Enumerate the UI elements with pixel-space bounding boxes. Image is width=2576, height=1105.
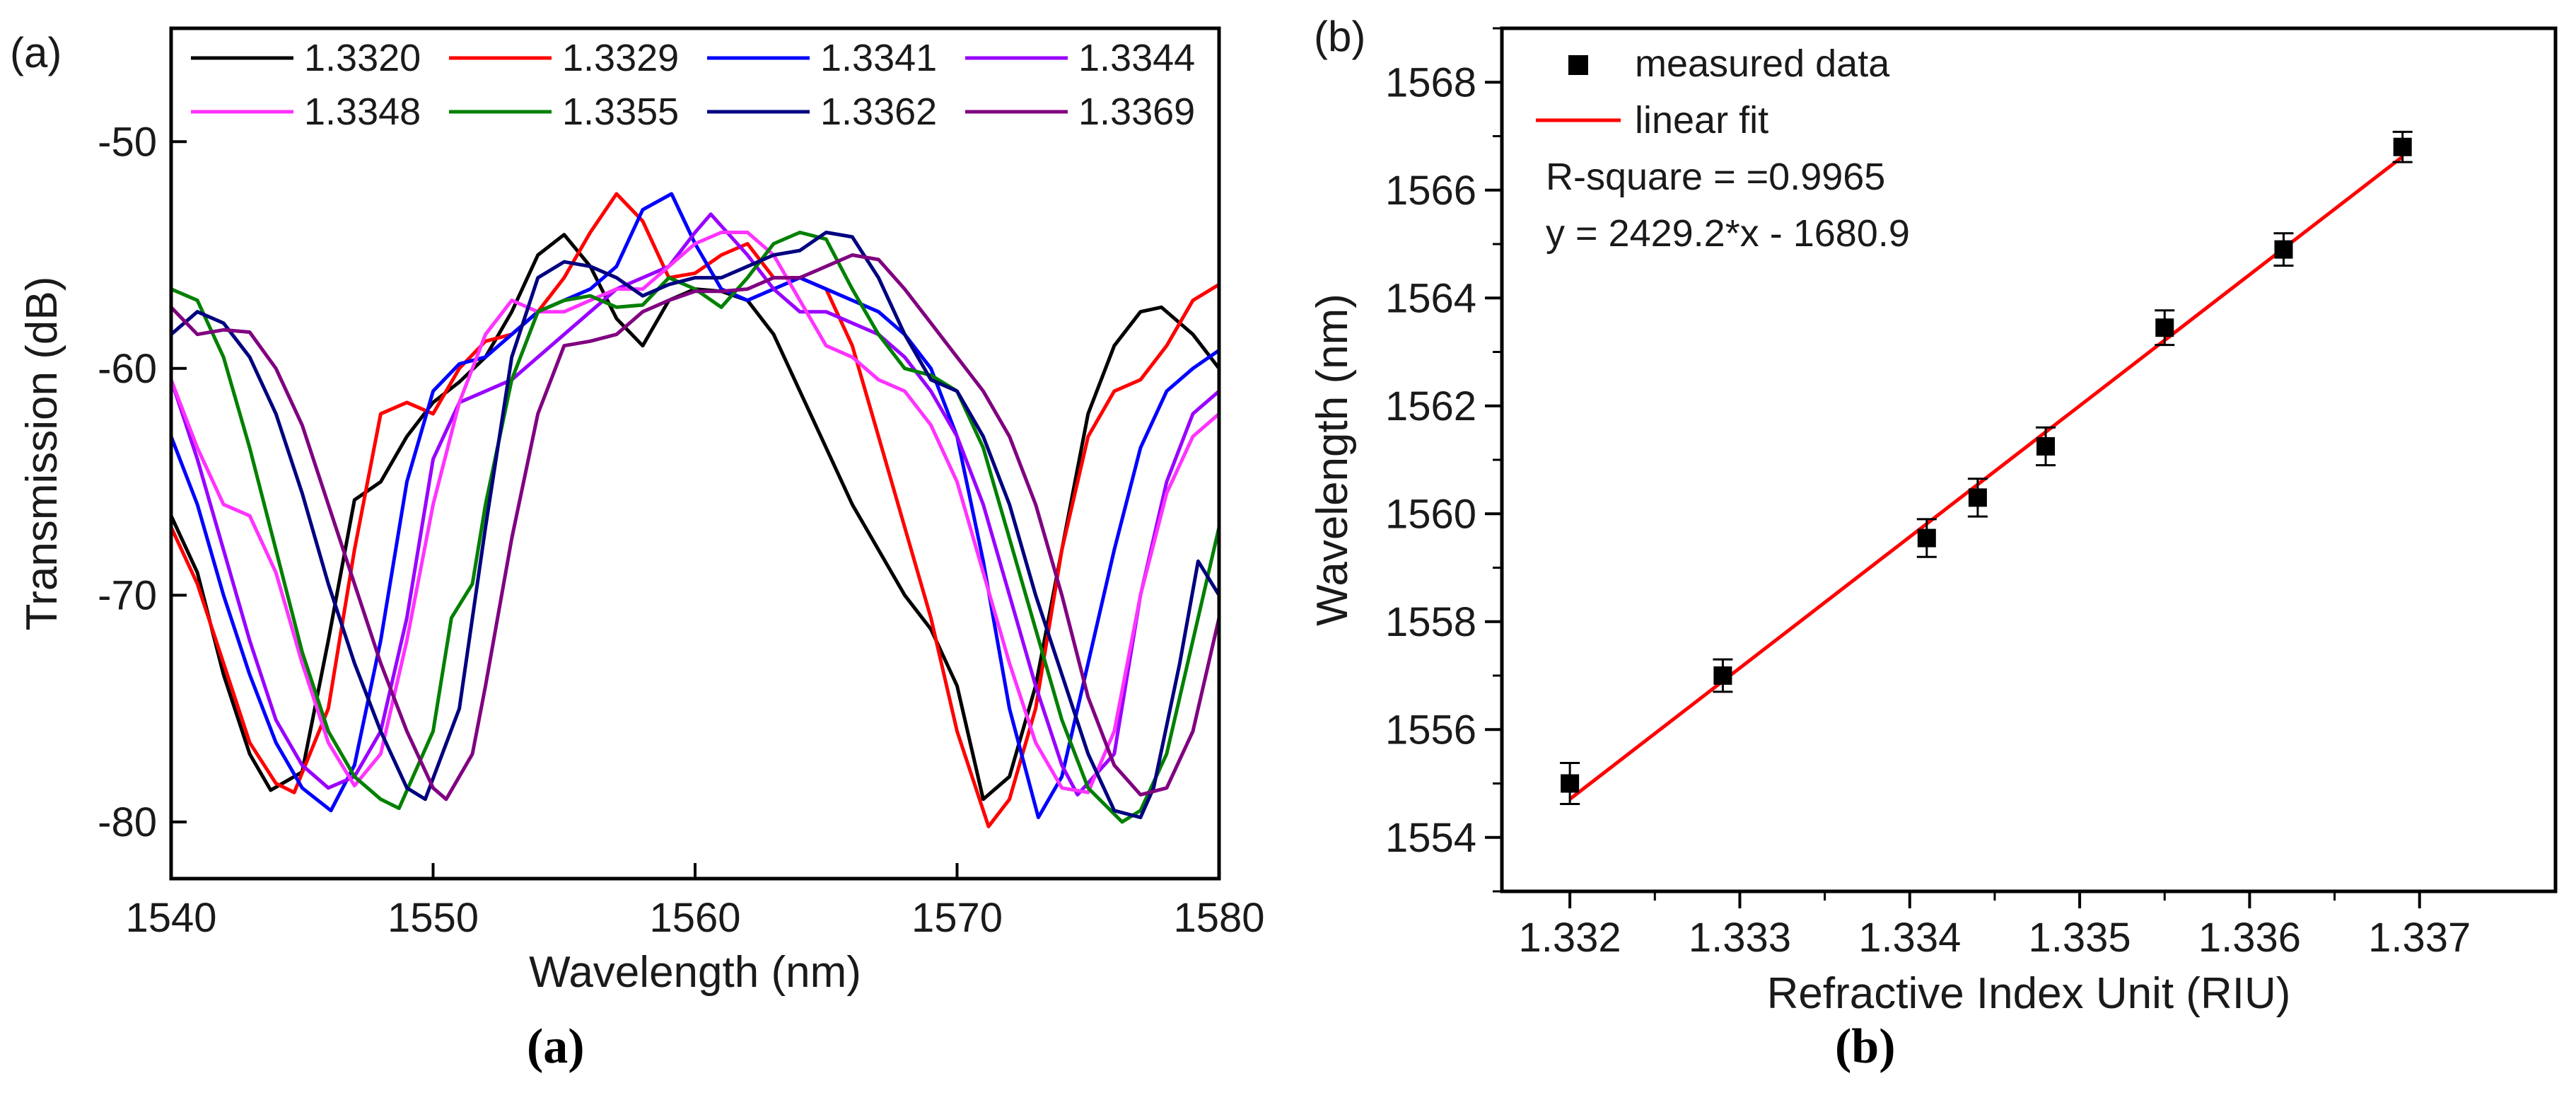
legend-label-1-3362: 1.3362 (820, 91, 937, 133)
series-line-1-3344 (171, 212, 1219, 797)
x-tick-label-b: 1.333 (1689, 915, 1791, 961)
plot-area-a (171, 192, 1219, 828)
series-line-1-3369 (171, 253, 1219, 802)
x-axis-label-b: Refractive Index Unit (RIU) (1767, 969, 2291, 1018)
x-tick-label-b: 1.334 (1858, 915, 1961, 961)
y-tick-label-a: -50 (98, 119, 157, 165)
data-point (2155, 309, 2175, 347)
data-marker (1917, 528, 1936, 548)
y-tick-label-b: 1558 (1385, 599, 1476, 645)
y-axis-label-a: Transmission (dB) (18, 277, 66, 631)
y-tick-label-b: 1562 (1385, 383, 1476, 429)
panel-b: (b) 1.332 1.333 1.334 1.335 1.336 1.337 15541… (1308, 13, 2558, 1018)
plot-area-b (1560, 130, 2413, 805)
legend-label-measured-data: measured data (1635, 42, 1890, 85)
y-tick-label-b: 1554 (1385, 815, 1476, 861)
x-ticks-a: 1540 1550 1560 1570 1580 (125, 863, 1265, 941)
legend-label-linear-fit: linear fit (1635, 99, 1768, 141)
legend-label-1-3344: 1.3344 (1078, 37, 1195, 79)
x-axis-label-a: Wavelength (nm) (529, 948, 861, 997)
data-marker (2155, 318, 2174, 337)
data-point (1713, 658, 1733, 693)
data-points-b (1560, 130, 2413, 805)
panel-label-b: (b) (1314, 13, 1365, 60)
x-ticks-b: 1.332 1.333 1.334 1.335 1.336 1.337 (1519, 891, 2471, 961)
x-tick-label-b: 1.337 (2368, 915, 2471, 961)
y-tick-label-b: 1566 (1385, 168, 1476, 214)
annotation-fit-equation: y = 2429.2*x - 1680.9 (1546, 212, 1910, 255)
legend-label-1-3355: 1.3355 (562, 91, 679, 133)
x-tick-label-a: 1540 (125, 895, 216, 941)
data-point (1560, 762, 1580, 805)
series-lines-a (171, 192, 1219, 828)
y-tick-label-a: -80 (98, 799, 157, 845)
series-line-1-3355 (171, 231, 1219, 824)
legend-label-1-3348: 1.3348 (304, 91, 421, 133)
y-tick-label-b: 1556 (1385, 707, 1476, 753)
x-tick-label-a: 1570 (911, 895, 1003, 941)
data-marker (1713, 666, 1732, 685)
y-ticks-b: 1554 1556 1558 1560 1562 1564 1566 1568 (1385, 27, 1502, 893)
legend-label-1-3369: 1.3369 (1078, 91, 1195, 133)
data-point (1967, 478, 1988, 518)
data-point (1916, 518, 1937, 558)
y-tick-label-b: 1560 (1385, 491, 1476, 537)
x-tick-label-b: 1.336 (2198, 915, 2301, 961)
data-marker (2036, 436, 2056, 456)
data-marker (2274, 240, 2293, 259)
data-marker (1968, 488, 1987, 507)
legend-b: measured data linear fit R-square = =0.9… (1536, 42, 1910, 255)
x-tick-label-a: 1550 (387, 895, 479, 941)
y-tick-label-a: -70 (98, 572, 157, 618)
x-tick-label-a: 1560 (649, 895, 740, 941)
data-point (2036, 426, 2056, 467)
x-tick-label-b: 1.332 (1519, 915, 1621, 961)
y-ticks-a: -80 -70 -60 -50 (98, 119, 187, 845)
legend-label-1-3341: 1.3341 (820, 37, 937, 79)
caption-a: (a) (527, 1019, 585, 1074)
data-marker (2393, 137, 2412, 156)
y-tick-label-a: -60 (98, 346, 157, 392)
axes-frame-a (169, 26, 1221, 881)
series-line-1-3362 (171, 231, 1219, 819)
data-point (2273, 232, 2294, 267)
legend-label-1-3320: 1.3320 (304, 37, 421, 79)
series-line-1-3348 (171, 231, 1219, 794)
y-tick-label-b: 1568 (1385, 59, 1476, 105)
x-tick-label-a: 1580 (1173, 895, 1264, 941)
data-point (2392, 130, 2413, 163)
y-axis-label-b: Wavelength (nm) (1308, 294, 1357, 626)
legend-a: 1.3320 1.3329 1.3341 1.3344 1.3348 1.3355 1.33… (191, 37, 1195, 133)
caption-b: (b) (1835, 1019, 1896, 1074)
legend-marker-measured-data (1568, 55, 1588, 75)
panel-label-a: (a) (10, 29, 62, 76)
y-tick-label-b: 1564 (1385, 275, 1476, 321)
annotation-r-square: R-square = =0.9965 (1546, 156, 1885, 198)
data-marker (1561, 774, 1580, 793)
legend-label-1-3329: 1.3329 (562, 37, 679, 79)
x-tick-label-b: 1.335 (2029, 915, 2131, 961)
panel-a: (a) 1540 1550 1560 1570 1580 -80 -70 -60 -50 1.… (10, 26, 1265, 997)
